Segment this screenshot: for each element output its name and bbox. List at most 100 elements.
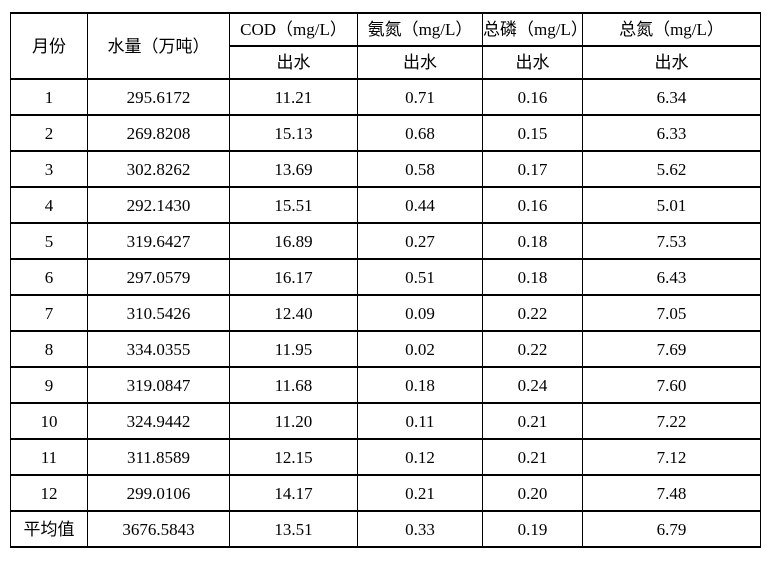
water-quality-table: 月份 水量（万吨） COD（mg/L） 氨氮（mg/L） 总磷（mg/L） 总氮… [10,12,761,548]
table-cell: 7.53 [582,222,761,260]
table-cell: 7.05 [582,294,761,332]
table-cell: 7.60 [582,366,761,404]
table-cell: 11.21 [229,78,358,116]
subheader-ammonia-effluent: 出水 [357,45,483,80]
column-header-water-volume: 水量（万吨） [87,12,230,80]
table-cell: 6.43 [582,258,761,296]
table-row: 4 292.1430 15.51 0.44 0.16 5.01 [10,186,761,224]
table-cell: 0.71 [357,78,483,116]
subheader-phosphorus-effluent: 出水 [482,45,583,80]
table-row: 9 319.0847 11.68 0.18 0.24 7.60 [10,366,761,404]
table-cell: 5.62 [582,150,761,188]
table-cell: 297.0579 [87,258,230,296]
table-cell: 14.17 [229,474,358,512]
table-cell: 0.21 [357,474,483,512]
table-cell: 11.95 [229,330,358,368]
table-cell: 平均值 [10,510,88,548]
subheader-nitrogen-effluent: 出水 [582,45,761,80]
table-cell: 334.0355 [87,330,230,368]
table-cell: 5.01 [582,186,761,224]
table-cell: 324.9442 [87,402,230,440]
table-cell: 7.48 [582,474,761,512]
table-cell: 0.11 [357,402,483,440]
table-cell: 12 [10,474,88,512]
table-row-average: 平均值 3676.5843 13.51 0.33 0.19 6.79 [10,510,761,548]
table-row: 2 269.8208 15.13 0.68 0.15 6.33 [10,114,761,152]
table-cell: 0.22 [482,294,583,332]
column-header-cod: COD（mg/L） [229,12,358,47]
table-cell: 319.0847 [87,366,230,404]
table-cell: 13.69 [229,150,358,188]
table-cell: 269.8208 [87,114,230,152]
table-cell: 16.89 [229,222,358,260]
table-cell: 0.02 [357,330,483,368]
table-cell: 5 [10,222,88,260]
table-cell: 3 [10,150,88,188]
table-row: 6 297.0579 16.17 0.51 0.18 6.43 [10,258,761,296]
table-cell: 0.16 [482,78,583,116]
table-cell: 0.18 [357,366,483,404]
table-cell: 0.27 [357,222,483,260]
table-cell: 12.15 [229,438,358,476]
table-cell: 0.24 [482,366,583,404]
table-cell: 0.17 [482,150,583,188]
table-row: 12 299.0106 14.17 0.21 0.20 7.48 [10,474,761,512]
header-row-1: 月份 水量（万吨） COD（mg/L） 氨氮（mg/L） 总磷（mg/L） 总氮… [10,12,761,80]
table-cell: 6.33 [582,114,761,152]
table-cell: 13.51 [229,510,358,548]
table-cell: 311.8589 [87,438,230,476]
table-cell: 11.20 [229,402,358,440]
column-header-ammonia-nitrogen: 氨氮（mg/L） [357,12,483,47]
table-cell: 0.58 [357,150,483,188]
table-cell: 0.18 [482,222,583,260]
table-cell: 6.79 [582,510,761,548]
table-cell: 0.22 [482,330,583,368]
table-cell: 11.68 [229,366,358,404]
table-cell: 0.68 [357,114,483,152]
table-cell: 0.33 [357,510,483,548]
table-cell: 0.51 [357,258,483,296]
subheader-cod-effluent: 出水 [229,45,358,80]
table-cell: 15.51 [229,186,358,224]
table-cell: 7.69 [582,330,761,368]
column-header-total-phosphorus: 总磷（mg/L） [482,12,588,47]
table-row: 11 311.8589 12.15 0.12 0.21 7.12 [10,438,761,476]
table-row: 3 302.8262 13.69 0.58 0.17 5.62 [10,150,761,188]
column-header-month: 月份 [10,12,88,80]
table-cell: 292.1430 [87,186,230,224]
table-cell: 16.17 [229,258,358,296]
table-cell: 0.09 [357,294,483,332]
table-cell: 6.34 [582,78,761,116]
table-cell: 0.44 [357,186,483,224]
table-cell: 2 [10,114,88,152]
table-cell: 7.12 [582,438,761,476]
table-cell: 1 [10,78,88,116]
table-cell: 0.21 [482,402,583,440]
table-cell: 10 [10,402,88,440]
table-cell: 6 [10,258,88,296]
table-cell: 0.20 [482,474,583,512]
table-cell: 0.15 [482,114,583,152]
table-cell: 319.6427 [87,222,230,260]
table-cell: 0.18 [482,258,583,296]
table-cell: 0.21 [482,438,583,476]
table-row: 5 319.6427 16.89 0.27 0.18 7.53 [10,222,761,260]
table-cell: 7.22 [582,402,761,440]
table-cell: 7 [10,294,88,332]
table-cell: 4 [10,186,88,224]
table-cell: 15.13 [229,114,358,152]
table-cell: 295.6172 [87,78,230,116]
header-row-2: 出水 出水 出水 出水 [11,45,761,80]
table-cell: 3676.5843 [87,510,230,548]
table-cell: 310.5426 [87,294,230,332]
table-cell: 0.19 [482,510,583,548]
table-row: 1 295.6172 11.21 0.71 0.16 6.34 [10,78,761,116]
table-row: 10 324.9442 11.20 0.11 0.21 7.22 [10,402,761,440]
table-row: 7 310.5426 12.40 0.09 0.22 7.05 [10,294,761,332]
table-cell: 11 [10,438,88,476]
table-cell: 299.0106 [87,474,230,512]
table-cell: 0.12 [357,438,483,476]
table-cell: 8 [10,330,88,368]
table-cell: 0.16 [482,186,583,224]
